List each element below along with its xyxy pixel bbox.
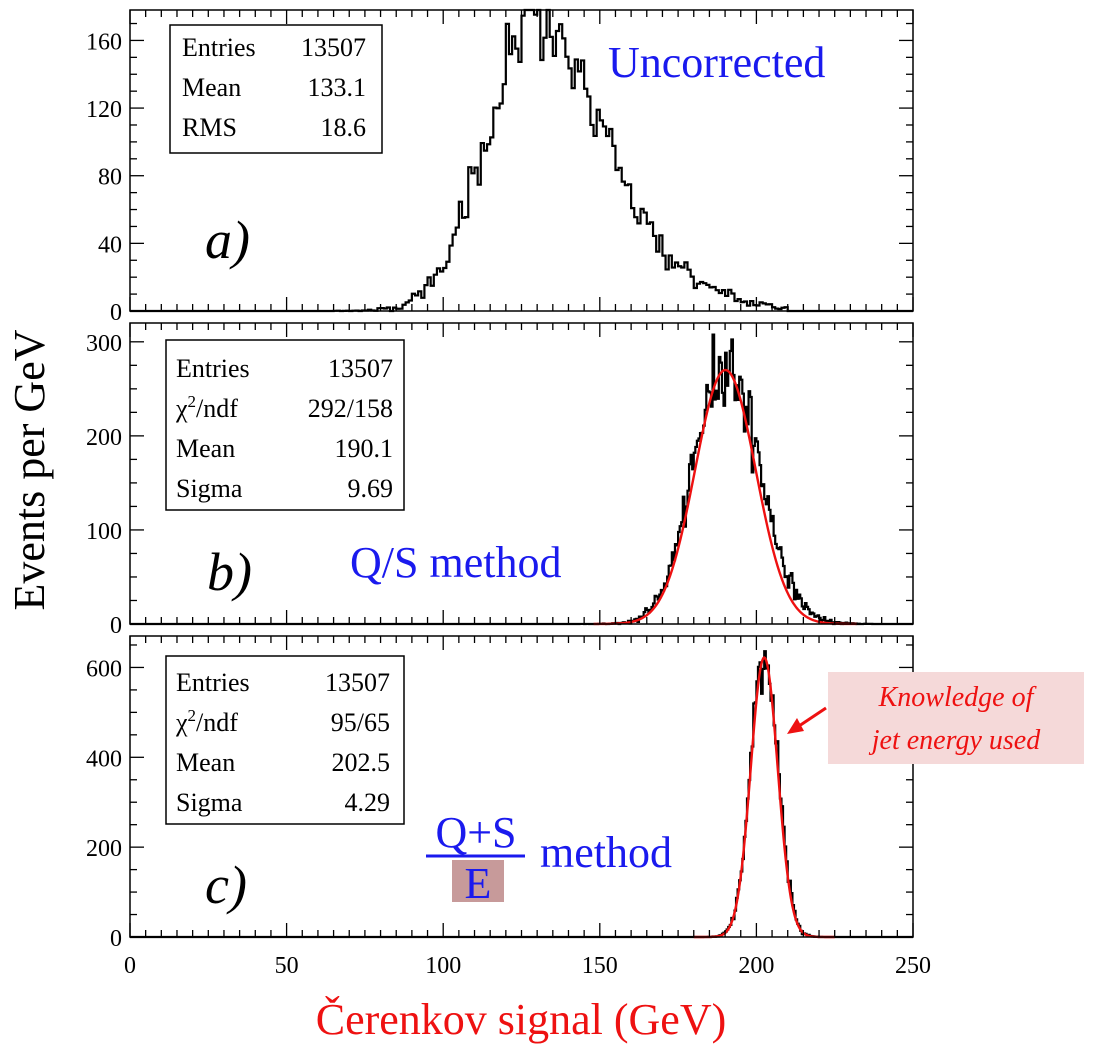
stat-value: 18.6 (321, 113, 367, 142)
stats-box-frame (165, 339, 405, 511)
annotation: Knowledge of jet energy used (787, 672, 1084, 764)
panel-b-label: Q/S method (350, 538, 561, 587)
annotation-arrow-head (787, 718, 804, 734)
y-tick-label: 200 (86, 425, 122, 451)
stat-name: Sigma (176, 474, 243, 503)
stat-name: Sigma (176, 788, 243, 817)
y-tick-label: 200 (86, 836, 122, 862)
y-tick-label: 80 (98, 165, 122, 191)
y-axis-title: Events per GeV (5, 329, 54, 610)
x-tick-label: 200 (738, 953, 774, 979)
stats-box-frame (165, 655, 405, 825)
stat-value: 13507 (325, 668, 390, 697)
panel-a-letter: a) (205, 210, 250, 270)
stat-value: 9.69 (348, 474, 394, 503)
stat-name: Entries (182, 33, 256, 62)
y-tick-label: 0 (110, 300, 122, 326)
annotation-box (828, 672, 1084, 764)
x-tick-label: 50 (275, 953, 299, 979)
stat-name: χ2/ndf (175, 706, 238, 737)
stat-name: Mean (182, 73, 241, 102)
stat-value: 133.1 (308, 73, 367, 102)
annotation-line-2: jet energy used (869, 725, 1041, 756)
fit-curve-c (693, 656, 835, 939)
x-tick-label: 100 (425, 953, 461, 979)
label-numerator: Q+S (435, 808, 516, 857)
label-suffix: method (540, 828, 672, 877)
y-tick-label: 100 (86, 519, 122, 545)
y-tick-label: 40 (98, 232, 122, 258)
stat-name: Mean (176, 434, 235, 463)
panel-c: 0 200 400 600 0 50 100 150 200 250 Entries 13507 χ2… (86, 635, 1084, 979)
panel-b: 0 100 200 300 Entries 13507 χ2/ndf 292/158 Mean… (86, 322, 914, 639)
y-tick-label: 400 (86, 746, 122, 772)
panel-c-letter: c) (205, 855, 247, 915)
stat-name: Entries (176, 354, 250, 383)
stat-name: RMS (182, 113, 237, 142)
y-tick-label: 160 (86, 29, 122, 55)
y-tick-label: 0 (110, 926, 122, 952)
y-tick-label: 120 (86, 97, 122, 123)
x-tick-label: 0 (124, 953, 136, 979)
stat-value: 190.1 (335, 434, 394, 463)
stat-name: χ2/ndf (175, 392, 238, 423)
stat-name: Entries (176, 668, 250, 697)
x-tick-label: 250 (895, 953, 931, 979)
x-axis-title: Čerenkov signal (GeV) (316, 995, 727, 1044)
panel-c-label: Q+S E method (426, 808, 672, 908)
panel-a-label: Uncorrected (608, 38, 825, 87)
stat-value: 202.5 (332, 748, 391, 777)
stats-box-c: Entries 13507 χ2/ndf 95/65 Mean 202.5 Sigma 4.2… (165, 655, 405, 825)
stats-box-a: Entries 13507 Mean 133.1 RMS 18.6 (169, 24, 383, 154)
stat-value: 13507 (301, 33, 366, 62)
annotation-arrow-shaft (795, 706, 827, 730)
stats-box-frame (169, 24, 383, 154)
denominator-highlight (452, 860, 504, 902)
label-denominator: E (465, 859, 492, 908)
stats-box-b: Entries 13507 χ2/ndf 292/158 Mean 190.1 Sigma 9… (165, 339, 405, 511)
y-tick-label: 300 (86, 331, 122, 357)
stat-name: Mean (176, 748, 235, 777)
x-tick-label: 150 (582, 953, 618, 979)
y-tick-label: 0 (110, 613, 122, 639)
stat-value: 13507 (328, 354, 393, 383)
annotation-line-1: Knowledge of (878, 682, 1037, 713)
stat-value: 4.29 (345, 788, 391, 817)
stat-value: 292/158 (308, 394, 393, 423)
y-tick-label: 600 (86, 656, 122, 682)
panel-a: 0 40 80 120 160 Entries 13507 Mean 133.1 RMS 18.6… (86, 8, 914, 326)
panel-b-letter: b) (207, 542, 252, 602)
stat-value: 95/65 (331, 708, 390, 737)
fit-curve-b (593, 368, 857, 626)
